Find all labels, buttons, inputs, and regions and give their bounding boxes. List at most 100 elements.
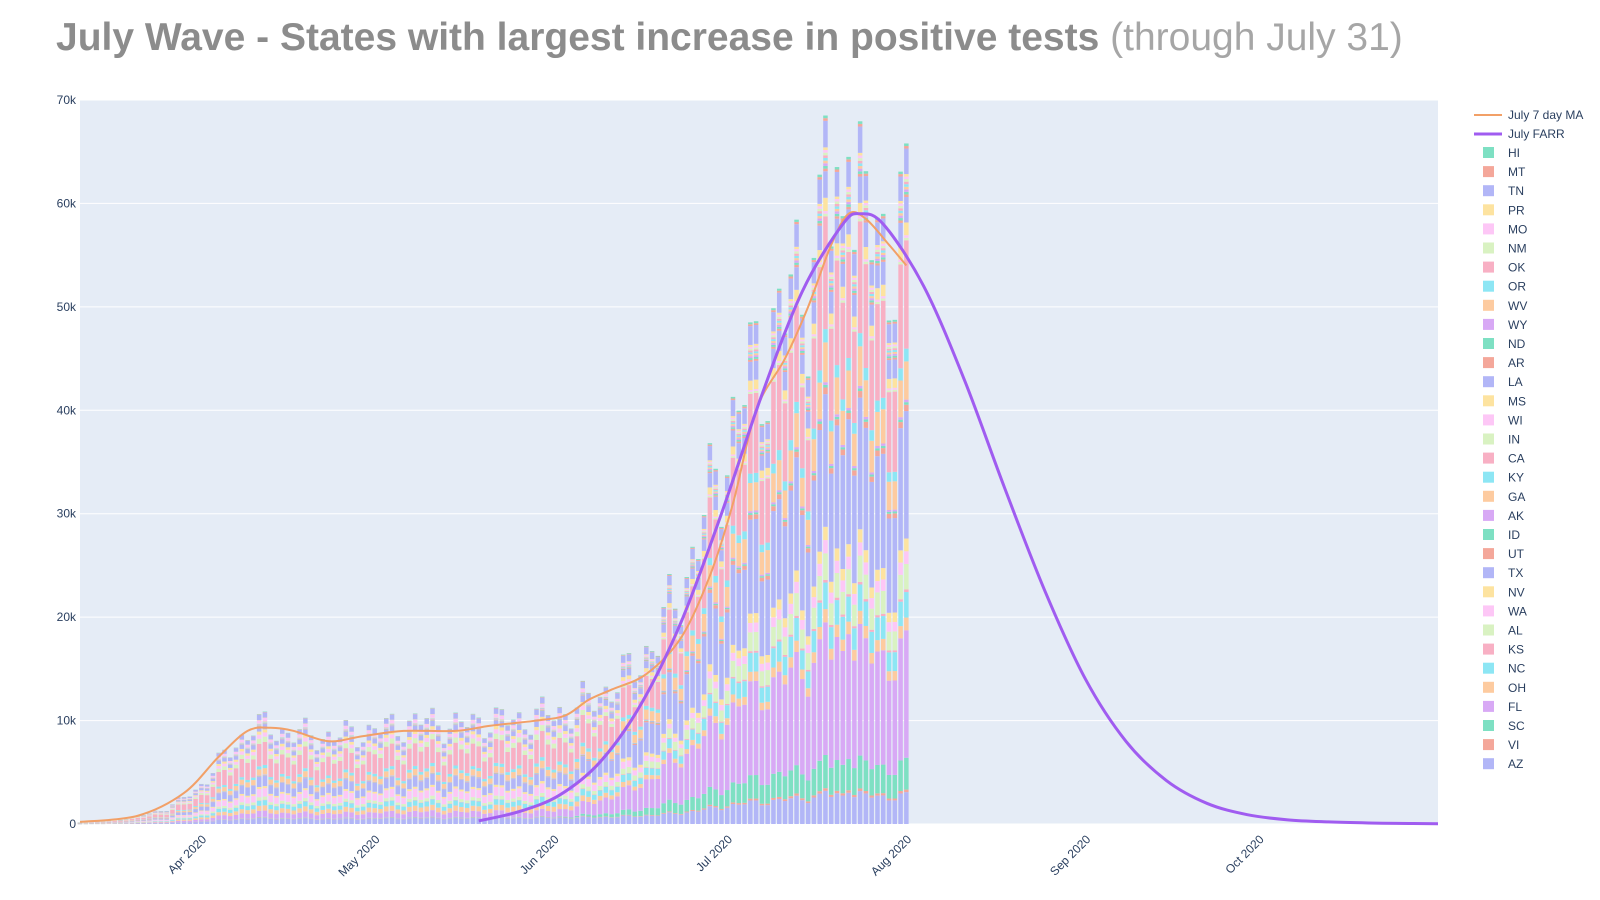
legend-label[interactable]: KS — [1508, 643, 1524, 657]
legend-label[interactable]: KY — [1508, 471, 1524, 485]
legend-label[interactable]: NV — [1508, 585, 1525, 599]
bar-segment-oh — [898, 626, 903, 639]
bar-segment-al — [898, 574, 903, 600]
bar-segment-vi — [811, 795, 817, 798]
legend-label[interactable]: OR — [1508, 280, 1526, 294]
bar-segment-oh — [828, 648, 834, 660]
legend-label[interactable]: AZ — [1508, 757, 1523, 771]
bar-segment-mo — [875, 247, 880, 250]
bar-segment-oh — [441, 810, 447, 815]
bar-segment-wv — [667, 589, 672, 591]
bar-segment-vi — [886, 798, 892, 801]
bar-segment-az — [817, 793, 822, 824]
bar-segment-al — [337, 802, 343, 806]
bar-segment-tn — [736, 413, 742, 430]
bar-segment-nm — [805, 399, 811, 402]
legend-label[interactable]: WA — [1508, 604, 1527, 618]
bar-segment-wa — [326, 794, 331, 802]
bar-segment-in — [372, 749, 377, 755]
bar-segment-ca — [632, 707, 638, 732]
legend-label[interactable]: FL — [1508, 700, 1522, 714]
legend-label[interactable]: LA — [1508, 375, 1523, 389]
legend-label[interactable]: PR — [1508, 203, 1525, 217]
bar-segment-wa — [424, 790, 429, 799]
legend-label[interactable]: AL — [1508, 624, 1523, 638]
bar-segment-id — [765, 574, 770, 576]
bar-segment-ut — [684, 671, 690, 675]
bar-segment-tx — [291, 788, 297, 797]
legend-swatch — [1483, 720, 1494, 731]
bar-segment-ok — [800, 343, 805, 346]
bar-segment-pr — [638, 682, 643, 683]
legend-label[interactable]: CA — [1508, 452, 1525, 466]
bar-segment-la — [748, 361, 753, 381]
legend-label[interactable]: UT — [1508, 547, 1525, 561]
legend-label[interactable]: VI — [1508, 738, 1519, 752]
bar-segment-tn — [800, 318, 805, 338]
bar-segment-az — [852, 797, 857, 824]
bar-segment-wa — [794, 581, 799, 594]
bar-segment-pr — [632, 688, 638, 689]
bar-segment-ms — [875, 288, 880, 300]
bar-segment-id — [736, 567, 742, 570]
legend-label[interactable]: WY — [1508, 318, 1527, 332]
legend-label[interactable]: TX — [1508, 566, 1523, 580]
legend-label[interactable]: SC — [1508, 719, 1525, 733]
bar-segment-wy — [857, 168, 863, 172]
legend[interactable]: July 7 day MA July FARR HI MT TN PR MO NM OK OR WV… — [1474, 108, 1583, 771]
bar-segment-tn — [823, 120, 828, 148]
bar-segment-ca — [170, 809, 175, 814]
bar-segment-ms — [476, 734, 481, 738]
legend-label[interactable]: July FARR — [1508, 127, 1565, 141]
bar-segment-in — [441, 761, 447, 766]
bar-segment-wi — [788, 348, 794, 351]
legend-label[interactable]: NM — [1508, 242, 1527, 256]
bar-segment-mo — [499, 715, 505, 720]
legend-label[interactable]: MO — [1508, 222, 1527, 236]
bar-segment-mo — [274, 745, 279, 748]
legend-label[interactable]: AK — [1508, 509, 1524, 523]
bar-segment-mo — [308, 740, 314, 743]
bar-segment-nv — [297, 792, 302, 794]
bar-segment-vi — [644, 814, 649, 816]
bar-segment-nv — [233, 798, 239, 800]
legend-label[interactable]: GA — [1508, 490, 1525, 504]
bar-segment-mo — [823, 150, 828, 153]
bar-segment-ky — [811, 428, 817, 440]
bar-segment-oh — [534, 804, 539, 811]
bar-segment-tn — [262, 712, 268, 718]
legend-label[interactable]: MT — [1508, 165, 1526, 179]
legend-label[interactable]: MS — [1508, 394, 1526, 408]
legend-label[interactable]: ID — [1508, 528, 1520, 542]
bar-segment-az — [152, 823, 158, 824]
bar-segment-tn — [574, 708, 580, 714]
bar-segment-ms — [482, 751, 487, 755]
bar-segment-fl — [522, 812, 528, 819]
bar-segment-nd — [794, 262, 799, 265]
legend-label[interactable]: July 7 day MA — [1508, 108, 1583, 122]
legend-label[interactable]: WI — [1508, 413, 1523, 427]
legend-label[interactable]: WV — [1508, 299, 1527, 313]
legend-label[interactable]: OK — [1508, 261, 1525, 275]
bar-segment-mo — [453, 719, 458, 723]
legend-label[interactable]: HI — [1508, 146, 1520, 160]
bar-segment-mo — [389, 720, 395, 724]
legend-label[interactable]: NC — [1508, 662, 1526, 676]
bar-segment-az — [158, 823, 164, 824]
bar-segment-ca — [112, 820, 117, 822]
bar-segment-in — [597, 720, 603, 725]
legend-label[interactable]: TN — [1508, 184, 1524, 198]
bar-segment-wi — [239, 751, 245, 755]
bar-segment-nm — [667, 587, 672, 589]
legend-label[interactable]: AR — [1508, 356, 1525, 370]
bar-segment-ca — [210, 786, 216, 798]
bar-segment-wa — [245, 797, 250, 804]
bar-segment-tn — [852, 254, 857, 276]
bar-segment-vi — [840, 793, 846, 796]
legend-label[interactable]: IN — [1508, 433, 1520, 447]
legend-label[interactable]: ND — [1508, 337, 1526, 351]
bar-segment-ca — [863, 264, 869, 369]
bar-segment-nc — [268, 805, 273, 810]
legend-label[interactable]: OH — [1508, 681, 1526, 695]
bar-segment-wa — [690, 712, 695, 719]
